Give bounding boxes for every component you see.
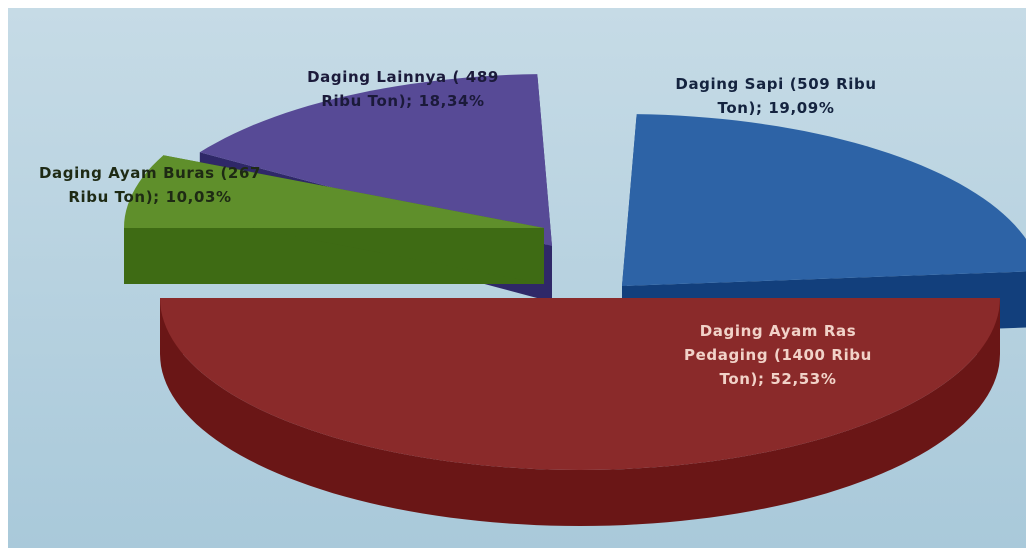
pie-slice-ayam-ras	[160, 298, 1000, 526]
pie-slice-ayam-buras	[124, 155, 544, 284]
data-label-sapi: Daging Sapi (509 Ribu Ton); 19,09%	[675, 75, 876, 117]
data-label-line: Ribu Ton); 18,34%	[321, 92, 484, 110]
data-label-line: Daging Lainnya ( 489	[307, 68, 499, 86]
pie-slice-top-sapi	[622, 114, 1026, 286]
data-label-line: Ton); 19,09%	[718, 99, 835, 117]
data-label-lainnya: Daging Lainnya ( 489 Ribu Ton); 18,34%	[307, 68, 499, 110]
chart-frame: Daging Sapi (509 Ribu Ton); 19,09% Daging …	[8, 8, 1026, 548]
pie-slice-top-lainnya	[199, 74, 553, 246]
pie-slice-top-ayam-buras	[124, 155, 544, 228]
data-label-line: Ribu Ton); 10,03%	[68, 188, 231, 206]
data-label-ayam-buras: Daging Ayam Buras (267 Ribu Ton); 10,03%	[39, 164, 261, 206]
data-label-line: Ton); 52,53%	[720, 370, 837, 388]
data-label-ayam-ras: Daging Ayam Ras Pedaging (1400 Ribu Ton); …	[684, 322, 872, 388]
pie-slice-side-ayam-ras	[160, 298, 1000, 526]
pie-chart: Daging Sapi (509 Ribu Ton); 19,09%Daging …	[8, 8, 1026, 548]
pie-slice-top-ayam-ras	[160, 298, 1000, 470]
data-label-line: Pedaging (1400 Ribu	[684, 346, 872, 364]
data-label-line: Daging Ayam Ras	[700, 322, 857, 340]
data-label-line: Daging Sapi (509 Ribu	[675, 75, 876, 93]
data-label-line: Daging Ayam Buras (267	[39, 164, 261, 182]
